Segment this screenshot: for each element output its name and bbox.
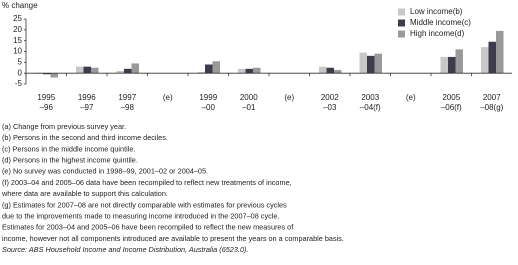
- x-tick-label: –96: [40, 103, 54, 112]
- x-tick-label: 1995: [37, 93, 55, 102]
- bar: [455, 49, 463, 74]
- x-tick-label: (e): [163, 93, 173, 102]
- source: Source: ABS Household Income and Income …: [2, 245, 248, 254]
- y-tick-label: 5: [18, 57, 23, 66]
- footnote: income, however not all components intro…: [2, 234, 344, 243]
- footnote: (f) 2003–04 and 2005–06 data have been r…: [2, 178, 292, 187]
- bar: [496, 30, 504, 74]
- footnote: due to the improvements made to measurin…: [2, 212, 279, 221]
- footnote: (c) Persons in the middle income quintil…: [2, 144, 135, 153]
- legend-swatch: [398, 19, 405, 27]
- x-tick-label: 2007: [483, 93, 501, 102]
- footnote: (g) Estimates for 2007–08 are not direct…: [2, 200, 287, 209]
- y-tick-label: 25: [13, 14, 22, 23]
- x-tick-label: –03: [323, 103, 337, 112]
- bar: [488, 41, 496, 74]
- y-tick-label: -5: [15, 79, 23, 88]
- bar: [116, 71, 124, 74]
- x-tick-label: 2003: [361, 93, 379, 102]
- y-axis-label: % change: [2, 1, 38, 10]
- x-tick-label: (e): [284, 93, 294, 102]
- legend-swatch: [398, 30, 405, 38]
- x-tick-label: 2002: [321, 93, 339, 102]
- x-tick-label: –06(f): [441, 103, 462, 112]
- bar: [326, 67, 334, 74]
- bar: [43, 73, 51, 75]
- footnote: (e) No survey was conducted in 1998–99, …: [2, 167, 208, 176]
- x-tick-label: 1997: [118, 93, 136, 102]
- bar: [253, 67, 261, 74]
- bar: [50, 73, 58, 78]
- footnote: Estimates for 2003–04 and 2005–06 have b…: [2, 223, 294, 232]
- bar: [440, 56, 448, 74]
- footnote: (d) Persons in the highest income quinti…: [2, 156, 138, 165]
- y-tick-label: 20: [13, 25, 22, 34]
- legend-swatch: [398, 8, 405, 16]
- bar: [448, 56, 456, 74]
- footnote: where data are available to support this…: [1, 189, 168, 198]
- x-tick-label: –00: [202, 103, 216, 112]
- x-tick-label: 1996: [78, 93, 96, 102]
- bar: [245, 68, 253, 74]
- bar: [131, 63, 139, 74]
- x-tick-label: 1999: [199, 93, 217, 102]
- bar: [212, 61, 220, 74]
- legend-label: High income(d): [410, 29, 465, 38]
- bar: [334, 69, 342, 74]
- footnote: (b) Persons in the second and third inco…: [2, 133, 168, 142]
- bar: [359, 52, 367, 74]
- x-tick-label: –01: [242, 103, 256, 112]
- x-tick-label: –08(g): [480, 103, 503, 112]
- y-tick-label: 15: [13, 36, 22, 45]
- bar: [367, 55, 375, 74]
- legend-label: Middle income(c): [410, 18, 471, 27]
- bar: [319, 66, 327, 74]
- bar: [83, 66, 91, 74]
- bar: [238, 68, 246, 74]
- bar: [76, 66, 84, 74]
- bar: [205, 64, 213, 74]
- x-tick-label: –98: [121, 103, 135, 112]
- y-tick-label: 10: [13, 47, 22, 56]
- legend-label: Low income(b): [410, 7, 463, 16]
- bar: [374, 53, 382, 74]
- bar: [481, 47, 489, 74]
- x-tick-label: 2005: [442, 93, 460, 102]
- x-tick-label: (e): [406, 93, 416, 102]
- bar: [91, 67, 99, 74]
- y-tick-label: 0: [18, 68, 23, 77]
- bar: [124, 68, 132, 74]
- bar: [197, 72, 205, 74]
- footnote: (a) Change from previous survey year.: [2, 122, 126, 131]
- x-tick-label: 2000: [240, 93, 258, 102]
- x-tick-label: –04(f): [360, 103, 381, 112]
- x-tick-label: –97: [80, 103, 94, 112]
